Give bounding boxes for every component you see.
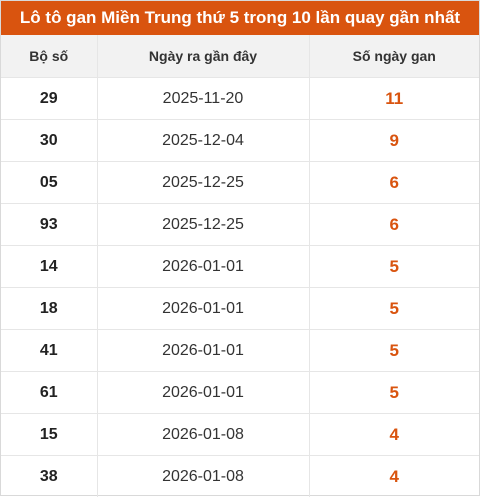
cell-gan-days: 6 [309, 162, 479, 204]
table-row: 29 2025-11-20 11 [1, 78, 479, 120]
cell-gan-days: 5 [309, 246, 479, 288]
table-row: 18 2026-01-01 5 [1, 288, 479, 330]
table-row: 41 2026-01-01 5 [1, 330, 479, 372]
cell-gan-days: 5 [309, 372, 479, 414]
cell-number: 15 [1, 414, 97, 456]
cell-number: 61 [1, 372, 97, 414]
cell-date: 2026-01-01 [97, 288, 309, 330]
header-last-date: Ngày ra gần đây [97, 35, 309, 78]
cell-date: 2025-12-25 [97, 204, 309, 246]
header-number: Bộ số [1, 35, 97, 78]
cell-gan-days: 11 [309, 78, 479, 120]
cell-number: 41 [1, 330, 97, 372]
cell-gan-days: 5 [309, 288, 479, 330]
cell-gan-days: 6 [309, 204, 479, 246]
cell-number: 93 [1, 204, 97, 246]
header-gan-days: Số ngày gan [309, 35, 479, 78]
cell-number: 05 [1, 162, 97, 204]
cell-gan-days: 9 [309, 120, 479, 162]
cell-gan-days: 4 [309, 456, 479, 497]
lo-gan-table: Bộ số Ngày ra gần đây Số ngày gan 29 202… [1, 35, 479, 497]
cell-number: 18 [1, 288, 97, 330]
cell-gan-days: 4 [309, 414, 479, 456]
table-row: 93 2025-12-25 6 [1, 204, 479, 246]
table-row: 14 2026-01-01 5 [1, 246, 479, 288]
cell-date: 2025-12-25 [97, 162, 309, 204]
cell-date: 2026-01-01 [97, 372, 309, 414]
cell-date: 2025-12-04 [97, 120, 309, 162]
table-row: 05 2025-12-25 6 [1, 162, 479, 204]
cell-number: 38 [1, 456, 97, 497]
cell-date: 2026-01-01 [97, 246, 309, 288]
table-row: 38 2026-01-08 4 [1, 456, 479, 497]
cell-gan-days: 5 [309, 330, 479, 372]
table-title: Lô tô gan Miền Trung thứ 5 trong 10 lần … [1, 1, 479, 35]
table-header-row: Bộ số Ngày ra gần đây Số ngày gan [1, 35, 479, 78]
table-row: 15 2026-01-08 4 [1, 414, 479, 456]
cell-number: 14 [1, 246, 97, 288]
cell-date: 2026-01-01 [97, 330, 309, 372]
table-row: 61 2026-01-01 5 [1, 372, 479, 414]
cell-number: 29 [1, 78, 97, 120]
cell-number: 30 [1, 120, 97, 162]
cell-date: 2026-01-08 [97, 456, 309, 497]
table-row: 30 2025-12-04 9 [1, 120, 479, 162]
cell-date: 2025-11-20 [97, 78, 309, 120]
cell-date: 2026-01-08 [97, 414, 309, 456]
